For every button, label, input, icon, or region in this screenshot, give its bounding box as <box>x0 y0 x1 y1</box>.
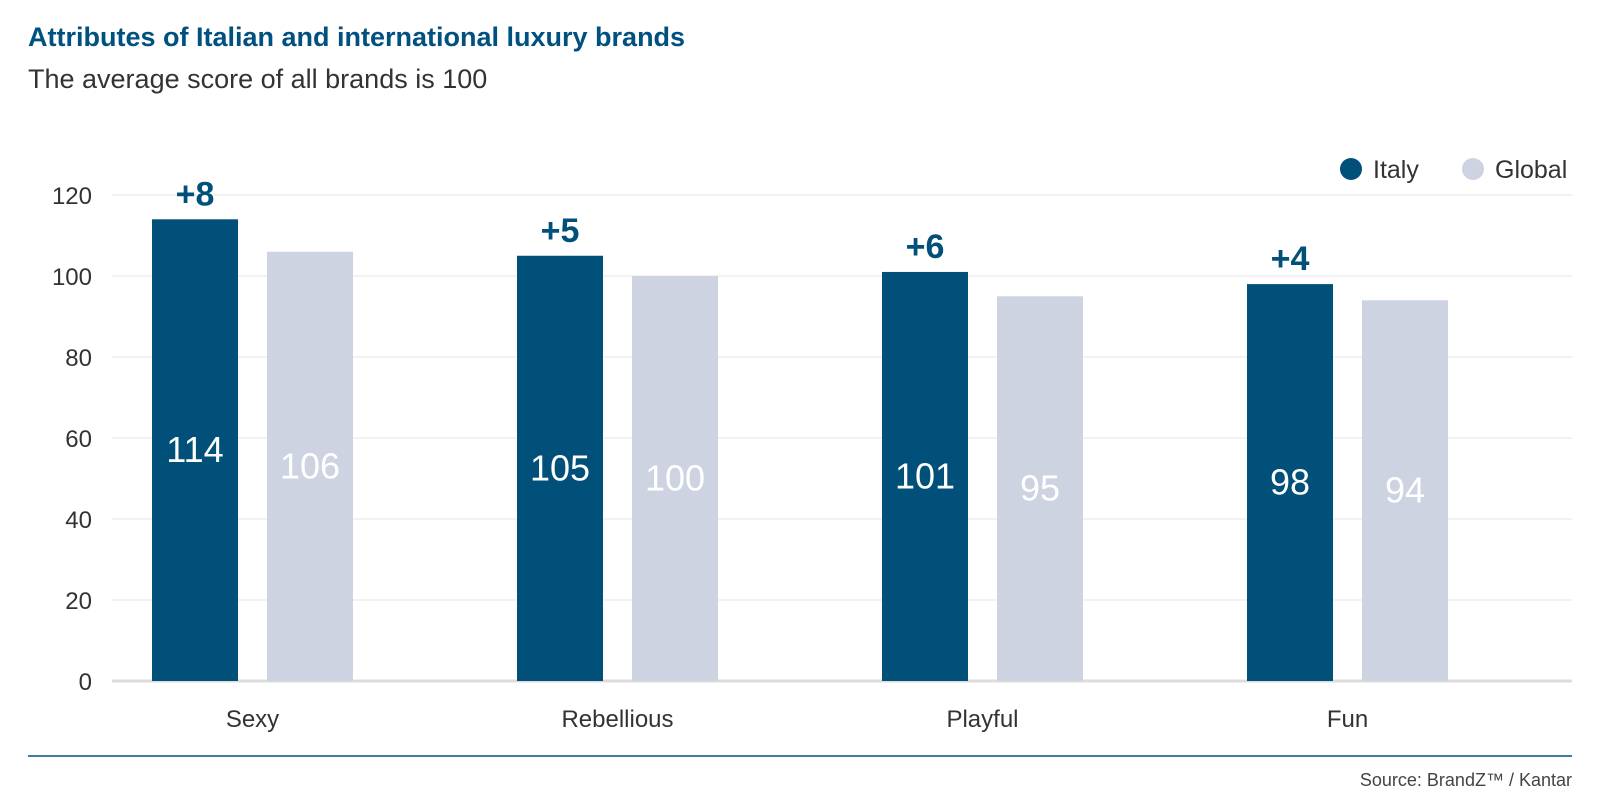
legend-marker <box>1462 158 1484 180</box>
data-label: 94 <box>1385 470 1425 511</box>
y-tick-label: 120 <box>52 183 92 210</box>
data-label: 105 <box>530 447 590 488</box>
bar-italy <box>882 271 968 681</box>
y-tick-label: 40 <box>65 507 92 534</box>
bar-global <box>997 296 1083 681</box>
data-label: 98 <box>1270 462 1310 503</box>
chart-subtitle: The average score of all brands is 100 <box>28 64 488 94</box>
legend-label: Global <box>1495 156 1567 184</box>
y-tick-label: 60 <box>65 426 92 453</box>
difference-label: +4 <box>1271 240 1310 278</box>
category-label: Rebellious <box>561 706 673 733</box>
y-tick-label: 100 <box>52 264 92 291</box>
bar-global <box>1362 300 1448 681</box>
bar-global <box>632 276 718 681</box>
legend-marker <box>1340 158 1362 180</box>
bar-global <box>267 251 353 681</box>
y-tick-label: 80 <box>65 345 92 372</box>
chart-title: Attributes of Italian and international … <box>28 22 686 52</box>
difference-label: +8 <box>176 175 215 213</box>
legend-label: Italy <box>1373 156 1419 184</box>
category-label: Sexy <box>226 706 279 733</box>
data-label: 95 <box>1020 468 1060 509</box>
data-label: 101 <box>895 455 955 496</box>
difference-label: +6 <box>906 228 945 266</box>
y-tick-label: 20 <box>65 588 92 615</box>
category-label: Fun <box>1327 706 1368 733</box>
data-label: 100 <box>645 458 705 499</box>
bar-italy <box>517 255 603 681</box>
data-label: 106 <box>280 445 340 486</box>
data-label: 114 <box>166 429 223 470</box>
bar-italy <box>152 219 238 682</box>
y-tick-label: 0 <box>79 669 92 696</box>
difference-label: +5 <box>541 212 580 250</box>
source-note: Source: BrandZ™ / Kantar <box>1359 770 1572 790</box>
bar-italy <box>1247 284 1333 681</box>
category-label: Playful <box>946 706 1018 733</box>
